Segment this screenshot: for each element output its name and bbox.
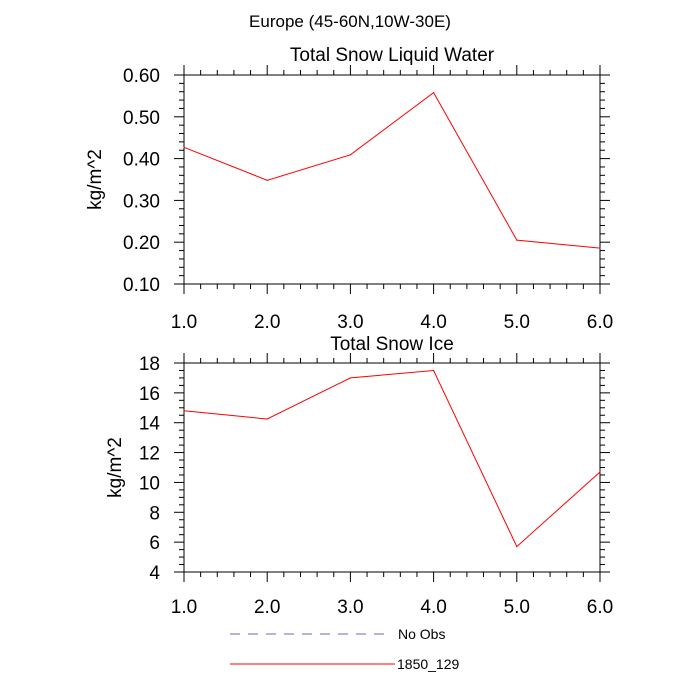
- y-tick-label: 0.50: [123, 108, 160, 129]
- y-tick-label: 16: [139, 384, 160, 405]
- x-tick-label: 5.0: [504, 597, 530, 618]
- x-tick-label: 6.0: [587, 312, 613, 333]
- data-point: [266, 179, 268, 181]
- panel-title: Total Snow Liquid Water: [290, 45, 495, 66]
- y-tick-label: 0.30: [123, 191, 160, 212]
- data-point: [516, 546, 518, 548]
- data-point: [433, 91, 435, 94]
- x-tick-label: 2.0: [254, 312, 280, 333]
- x-tick-label: 4.0: [420, 597, 446, 618]
- x-tick-label: 1.0: [171, 597, 197, 618]
- x-tick-label: 1.0: [171, 312, 197, 333]
- data-point: [349, 154, 351, 156]
- x-tick-label: 6.0: [587, 597, 613, 618]
- legend-label-1850-129: 1850_129: [397, 656, 460, 672]
- y-tick-label: 18: [139, 354, 160, 375]
- data-point: [183, 410, 185, 412]
- data-point: [516, 239, 518, 241]
- y-tick-label: 6: [149, 533, 160, 554]
- data-point: [433, 369, 435, 372]
- series-line-1850_129: [183, 91, 601, 249]
- plot-frame: [183, 74, 601, 285]
- y-tick-label: 10: [139, 473, 160, 494]
- data-point: [266, 418, 268, 420]
- y-axis-label: kg/m^2: [85, 149, 106, 210]
- panel-snow-ice: Total Snow Ice 1.0 2.0 3.0 4.0 5.0 6.0 4 6 8 10 12 1…: [105, 334, 613, 618]
- plot-frame: [183, 362, 601, 573]
- data-point: [599, 247, 601, 249]
- panel-snow-liquid-water: Total Snow Liquid Water 1.0 2.0 3.0 4.0 5.0 6.…: [85, 45, 613, 333]
- y-tick-label: 0.60: [123, 66, 160, 87]
- series-line-1850_129: [183, 369, 601, 548]
- figure-title: Europe (45-60N,10W-30E): [249, 12, 451, 31]
- y-tick-label: 4: [149, 563, 160, 584]
- x-tick-label: 5.0: [504, 312, 530, 333]
- x-tick-label: 4.0: [420, 312, 446, 333]
- data-point: [349, 377, 351, 379]
- panel-title: Total Snow Ice: [330, 334, 454, 355]
- y-tick-label: 8: [149, 503, 160, 524]
- data-point: [599, 471, 601, 473]
- y-tick-label: 0.20: [123, 233, 160, 254]
- y-axis-label: kg/m^2: [105, 437, 126, 498]
- y-tick-label: 14: [139, 414, 161, 435]
- legend-label-no-obs: No Obs: [398, 626, 445, 642]
- y-tick-label: 0.40: [123, 150, 160, 171]
- data-point: [183, 146, 185, 148]
- x-tick-label: 3.0: [337, 597, 363, 618]
- y-tick-label: 0.10: [123, 275, 160, 296]
- x-tick-label: 3.0: [337, 312, 363, 333]
- y-tick-label: 12: [139, 444, 160, 465]
- legend: No Obs 1850_129: [230, 626, 460, 672]
- x-tick-label: 2.0: [254, 597, 280, 618]
